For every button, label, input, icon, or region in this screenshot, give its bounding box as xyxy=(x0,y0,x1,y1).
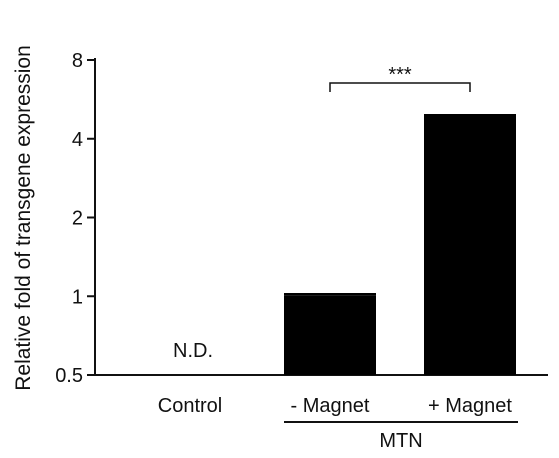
x-tick-label: Control xyxy=(158,395,222,417)
y-tick-label: 0.5 xyxy=(55,365,83,387)
significance-bracket xyxy=(329,82,471,92)
x-tick-label: - Magnet xyxy=(291,395,370,417)
y-tick-label: 8 xyxy=(72,50,83,72)
y-tick-label: 4 xyxy=(72,129,83,151)
y-ticks: 0.5 1 2 4 8 xyxy=(55,50,95,387)
annotations: N.D. *** MTN xyxy=(173,64,518,452)
x-tick-label: + Magnet xyxy=(428,395,512,417)
bars xyxy=(284,113,516,376)
y-tick-label: 2 xyxy=(72,208,83,230)
x-category-labels: Control - Magnet + Magnet xyxy=(158,395,513,417)
y-axis-label: Relative fold of transgene expression xyxy=(12,45,35,391)
bar xyxy=(284,295,376,375)
y-tick-label: 1 xyxy=(72,286,83,308)
significance-stars: *** xyxy=(388,64,412,86)
group-label: MTN xyxy=(379,430,422,452)
not-detected-label: N.D. xyxy=(173,340,213,362)
bar xyxy=(424,115,516,376)
